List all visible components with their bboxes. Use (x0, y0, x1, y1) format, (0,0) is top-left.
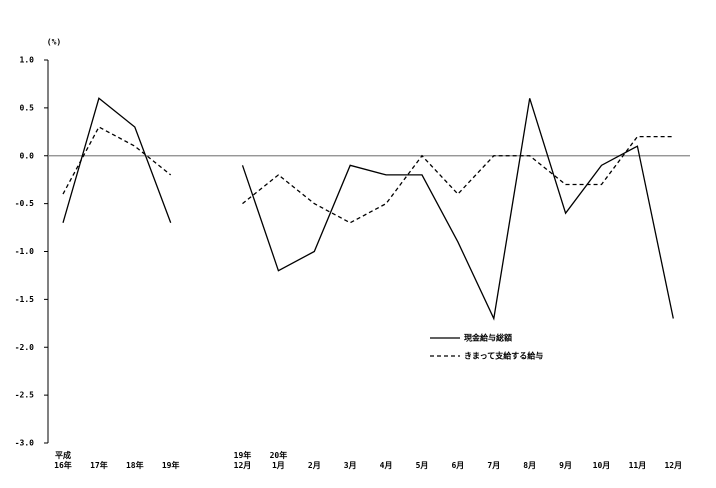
x-tick-label: 20年 1月 (269, 451, 288, 470)
y-tick-label: 0.0 (20, 151, 35, 160)
y-tick-label: -3.0 (15, 439, 34, 448)
x-tick-label: 10月 (592, 461, 611, 470)
legend-label: きまって支給する給与 (464, 351, 543, 361)
x-tick-label: 4月 (379, 461, 393, 470)
series-line (62, 126, 674, 224)
y-tick-label: -2.5 (15, 391, 34, 400)
x-tick-label: 9月 (559, 461, 572, 470)
x-tick-label: 平成 16年 (54, 451, 72, 470)
series-line (62, 97, 674, 321)
y-tick-label: -1.5 (15, 295, 34, 304)
x-tick-label: 7月 (487, 461, 501, 470)
x-tick-label: 12月 (664, 461, 683, 470)
x-tick-label: 11月 (628, 461, 647, 470)
y-tick-label: -1.0 (15, 247, 34, 256)
x-tick-label: 6月 (451, 461, 465, 470)
x-tick-label: 18年 (125, 461, 144, 470)
legend-label: 現金給与総額 (464, 333, 512, 343)
y-unit: (%) (47, 38, 61, 47)
x-tick-label: 17年 (90, 461, 108, 470)
y-tick-label: 0.5 (20, 103, 35, 112)
y-tick-label: -2.0 (15, 343, 34, 352)
x-tick-label: 19年 (161, 461, 180, 470)
x-tick-label: 2月 (307, 461, 321, 470)
x-tick-label: 3月 (343, 461, 357, 470)
y-tick-label: -0.5 (15, 199, 34, 208)
x-tick-label: 8月 (523, 461, 537, 470)
x-tick-label: 19年 12月 (233, 451, 252, 470)
x-tick-label: 5月 (415, 461, 429, 470)
y-tick-label: 1.0 (20, 56, 35, 65)
